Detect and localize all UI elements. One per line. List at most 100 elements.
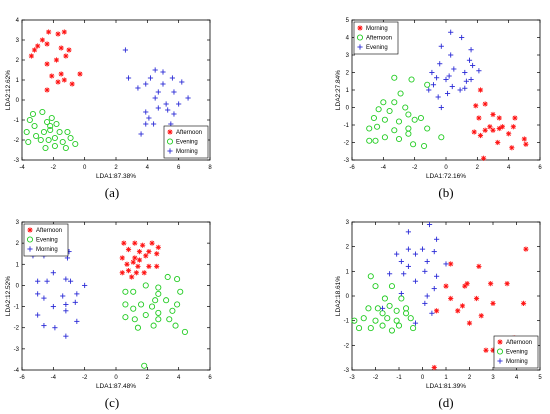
x-tick-label: -2 [412, 165, 418, 171]
panel-caption-a: (a) [104, 185, 120, 200]
data-point-evening [393, 307, 400, 314]
data-point-morning [401, 271, 407, 277]
data-point-afternoon [490, 300, 496, 306]
data-point-morning [405, 246, 411, 252]
data-point-afternoon [44, 41, 50, 47]
y-tick-label: 2 [16, 241, 20, 247]
data-point-evening [444, 90, 451, 97]
data-point-evening [47, 122, 54, 130]
y-tick-label: 3 [346, 220, 350, 226]
data-point-evening [470, 62, 476, 69]
series-morning [379, 221, 449, 326]
data-point-afternoon [149, 240, 155, 246]
data-point-afternoon [443, 283, 449, 289]
series-morning [122, 47, 191, 137]
data-point-afternoon [69, 81, 75, 87]
series-evening [351, 273, 417, 334]
x-tick-label: 0 [421, 375, 425, 381]
data-point-afternoon [473, 295, 480, 302]
data-point-evening [434, 75, 440, 81]
legend-label-evening: Evening [36, 238, 58, 244]
data-point-morning [143, 121, 149, 127]
data-point-evening [33, 132, 40, 140]
data-point-afternoon [381, 134, 388, 141]
y-tick-label: 1 [16, 262, 20, 268]
data-point-morning [412, 251, 419, 257]
legend-label-afternoon: Afternoon [176, 130, 202, 136]
data-point-evening [45, 136, 52, 144]
x-tick-label: 6 [208, 375, 212, 381]
data-point-afternoon [408, 76, 415, 83]
data-point-afternoon [520, 300, 527, 306]
data-point-evening [426, 87, 432, 93]
data-point-afternoon [411, 116, 418, 123]
x-tick-label: -2 [51, 165, 57, 171]
data-point-afternoon [466, 320, 473, 326]
data-point-morning [429, 310, 435, 316]
data-point-evening [367, 273, 374, 280]
data-point-afternoon [132, 240, 138, 246]
data-point-afternoon [130, 259, 136, 265]
data-point-morning [523, 141, 529, 147]
data-point-evening [138, 301, 145, 308]
data-point-morning [122, 47, 128, 53]
data-point-morning [72, 299, 78, 305]
y-tick-label: 3 [16, 38, 20, 44]
data-point-morning [521, 136, 527, 142]
data-point-evening [131, 316, 138, 323]
data-point-evening [177, 288, 184, 295]
data-point-evening [476, 68, 482, 74]
x-tick-label: 2 [476, 165, 480, 171]
data-point-morning [35, 278, 41, 284]
data-point-evening [39, 108, 46, 116]
data-point-afternoon [455, 308, 461, 314]
data-point-evening [360, 315, 367, 322]
data-point-afternoon [61, 29, 67, 35]
data-point-evening [141, 362, 148, 369]
data-point-afternoon [483, 347, 489, 353]
data-point-afternoon [372, 137, 379, 144]
data-point-morning [50, 303, 56, 310]
data-point-afternoon [146, 263, 152, 269]
data-point-afternoon [431, 364, 437, 371]
data-point-afternoon [154, 251, 160, 257]
data-point-afternoon [44, 61, 50, 67]
y-tick-label: -2 [344, 343, 350, 349]
data-point-evening [166, 316, 173, 323]
y-tick-label: -1 [344, 123, 350, 129]
data-point-afternoon [129, 274, 135, 280]
legend-label-afternoon: Afternoon [506, 340, 532, 346]
data-point-morning [424, 293, 430, 299]
data-point-afternoon [28, 53, 34, 59]
data-point-evening [172, 322, 179, 329]
y-tick-label: 4 [16, 18, 20, 24]
series-evening [426, 29, 482, 111]
data-point-evening [72, 140, 79, 148]
data-point-morning [422, 268, 428, 274]
x-tick-label: -6 [19, 375, 25, 381]
data-point-evening [64, 128, 71, 136]
data-point-afternoon [459, 303, 466, 309]
y-tick-label: 2 [346, 71, 350, 77]
y-tick-label: 1 [16, 78, 20, 84]
x-axis-label: LDA1:81.39% [426, 383, 466, 390]
legend: Morning Afternoon Evening [353, 21, 399, 55]
legend-label-evening: Evening [366, 45, 388, 51]
data-point-afternoon [58, 45, 64, 51]
data-point-afternoon [35, 43, 41, 49]
data-point-afternoon [63, 53, 69, 59]
data-point-morning [155, 105, 161, 111]
data-point-evening [410, 325, 417, 332]
data-point-evening [402, 310, 410, 317]
data-point-afternoon [77, 71, 83, 77]
x-tick-label: 0 [444, 165, 448, 171]
x-tick-label: 8 [208, 165, 212, 171]
data-point-afternoon [397, 90, 404, 97]
data-point-afternoon [395, 118, 403, 125]
data-point-morning [176, 101, 182, 107]
data-point-evening [449, 83, 455, 90]
data-point-evening [355, 325, 363, 332]
data-point-morning [67, 278, 74, 284]
data-point-evening [430, 82, 437, 88]
data-point-afternoon [132, 255, 138, 261]
